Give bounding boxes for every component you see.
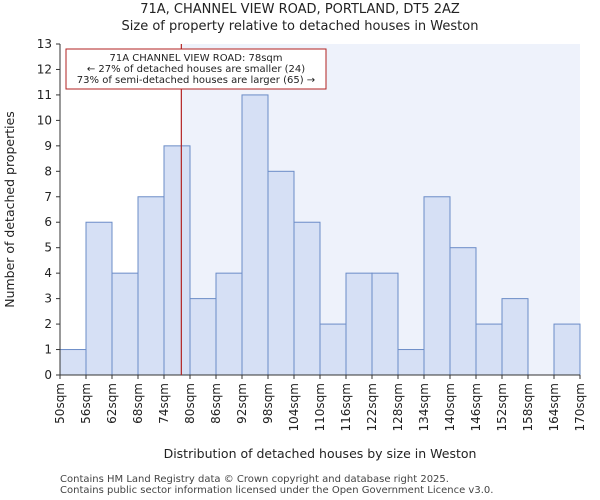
histogram-bar: [137, 196, 165, 376]
histogram-bar: [163, 145, 191, 376]
histogram-bar: [475, 323, 503, 376]
x-tick-label: 170sqm: [573, 383, 587, 431]
x-tick-label: 146sqm: [469, 383, 483, 431]
y-tick-label: 6: [44, 215, 52, 229]
histogram-bar: [319, 323, 347, 376]
y-tick-label: 8: [44, 164, 52, 178]
histogram-bar: [267, 170, 295, 376]
y-tick-label: 2: [44, 317, 52, 331]
histogram-bar: [371, 272, 399, 376]
y-tick-label: 9: [44, 139, 52, 153]
x-tick-label: 134sqm: [417, 383, 431, 431]
x-tick-label: 104sqm: [287, 383, 301, 431]
x-tick-label: 86sqm: [209, 383, 223, 424]
y-tick-label: 12: [37, 62, 52, 76]
histogram-bar: [241, 94, 269, 376]
chart-title: 71A, CHANNEL VIEW ROAD, PORTLAND, DT5 2A…: [140, 2, 460, 17]
histogram-bar: [397, 349, 425, 376]
x-tick-label: 92sqm: [235, 383, 249, 424]
y-tick-label: 1: [44, 343, 52, 357]
histogram-bar: [553, 323, 581, 376]
x-tick-label: 116sqm: [339, 383, 353, 431]
x-axis-label: Distribution of detached houses by size …: [164, 446, 477, 461]
y-axis-label: Number of detached properties: [2, 111, 17, 308]
x-tick-label: 74sqm: [157, 383, 171, 424]
y-tick-label: 0: [44, 368, 52, 382]
x-tick-label: 152sqm: [495, 383, 509, 431]
y-tick-label: 11: [37, 88, 52, 102]
histogram-bar: [449, 247, 477, 376]
annotation-line-2: ← 27% of detached houses are smaller (24…: [87, 64, 305, 75]
histogram-bar: [189, 298, 217, 376]
y-tick-label: 5: [44, 241, 52, 255]
x-tick-label: 122sqm: [365, 383, 379, 431]
histogram-bar: [501, 298, 529, 376]
x-tick-label: 128sqm: [391, 383, 405, 431]
chart-subtitle: Size of property relative to detached ho…: [121, 19, 479, 34]
y-tick-label: 10: [37, 113, 52, 127]
histogram-bar: [345, 272, 373, 376]
y-tick-label: 7: [44, 190, 52, 204]
x-tick-label: 98sqm: [261, 383, 275, 424]
y-tick-label: 13: [37, 37, 52, 51]
x-tick-label: 50sqm: [53, 383, 67, 424]
annotation-line-1: 71A CHANNEL VIEW ROAD: 78sqm: [109, 53, 282, 64]
footer-licence: Contains public sector information licen…: [60, 485, 494, 496]
y-tick-label: 4: [44, 266, 52, 280]
x-tick-label: 164sqm: [547, 383, 561, 431]
x-tick-label: 56sqm: [79, 383, 93, 424]
x-tick-label: 62sqm: [105, 383, 119, 424]
x-tick-label: 140sqm: [443, 383, 457, 431]
footer-copyright: Contains HM Land Registry data © Crown c…: [60, 474, 449, 485]
annotation-box: [65, 48, 327, 90]
annotation-line-3: 73% of semi-detached houses are larger (…: [77, 75, 315, 86]
x-tick-label: 80sqm: [183, 383, 197, 424]
histogram-bar: [293, 221, 321, 376]
x-tick-label: 158sqm: [521, 383, 535, 431]
histogram-bar: [215, 272, 243, 376]
histogram-bar: [423, 196, 451, 376]
histogram-bar: [59, 349, 87, 376]
y-tick-label: 3: [44, 292, 52, 306]
x-tick-label: 110sqm: [313, 383, 327, 431]
x-tick-label: 68sqm: [131, 383, 145, 424]
histogram-bar: [111, 272, 139, 376]
histogram-bar: [85, 221, 113, 376]
